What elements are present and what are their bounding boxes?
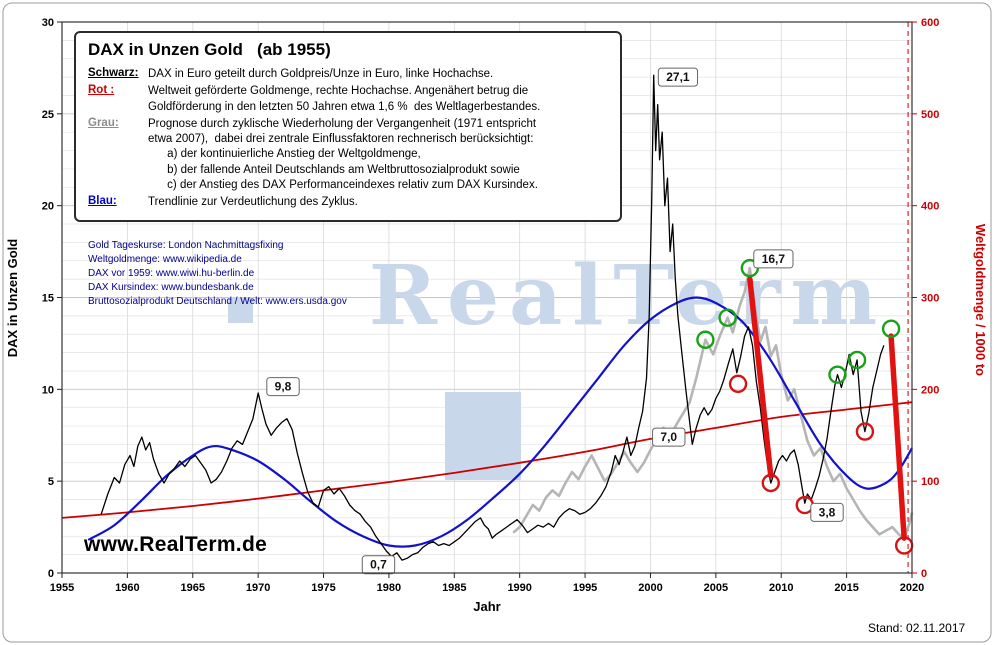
- y-right-tick-label: 200: [921, 384, 939, 396]
- annotation-box: [652, 427, 686, 447]
- x-tick-label: 1955: [50, 582, 74, 594]
- website-label: www.RealTerm.de: [84, 533, 268, 556]
- legend-box: DAX in Unzen Gold (ab 1955) Schwarz: DAX …: [74, 31, 622, 222]
- watermark-text: RealTerm: [369, 248, 887, 344]
- annotation-label: 3,8: [819, 505, 836, 519]
- y-right-tick-label: 400: [921, 201, 939, 213]
- annotation-label: 7,0: [660, 430, 677, 444]
- source-notes: Gold Tageskurse: London Nachmittagsfixin…: [88, 239, 347, 309]
- crash-line: [747, 276, 774, 479]
- source-note: DAX vor 1959: www.wiwi.hu-berlin.de: [88, 268, 255, 279]
- legend-entry-text: Trendlinie zur Verdeutlichung des Zyklus…: [148, 196, 358, 209]
- x-tick-label: 1985: [442, 582, 466, 594]
- x-tick-label: 1960: [115, 582, 139, 594]
- y-right-axis-title: Weltgoldmenge / 1000 to: [973, 224, 988, 376]
- x-tick-label: 2005: [704, 582, 728, 594]
- red-marker-circle: [855, 422, 875, 441]
- y-right-tick-label: 100: [921, 476, 939, 488]
- y-left-tick-label: 20: [42, 201, 54, 213]
- legend-entry: Grau: Prognose durch zyklische Wiederholu…: [88, 117, 610, 193]
- annotation-label: 27,1: [666, 70, 690, 84]
- x-tick-label: 1980: [377, 582, 401, 594]
- annotation-label: 9,8: [275, 380, 292, 394]
- y-left-tick-label: 10: [42, 384, 54, 396]
- green-marker-circle: [696, 330, 715, 349]
- series-trend: [87, 296, 913, 548]
- x-tick-label: 1975: [311, 582, 335, 594]
- annotation-box: [810, 502, 844, 522]
- annotation-box: [266, 377, 300, 397]
- crash-line: [888, 333, 907, 541]
- chart-title: DAX in Unzen Gold (ab 1955): [88, 40, 331, 59]
- green-marker-circle: [828, 365, 847, 384]
- x-tick-label: 1995: [573, 582, 597, 594]
- x-tick-label: 2000: [638, 582, 662, 594]
- annotation-label: 0,7: [370, 558, 387, 572]
- y-left-tick-label: 30: [42, 17, 54, 29]
- y-right-tick-label: 600: [921, 17, 939, 29]
- green-marker-circle: [718, 308, 737, 327]
- annotation-box: [657, 67, 699, 87]
- legend-entry-text: DAX in Euro geteilt durch Goldpreis/Unze…: [148, 68, 494, 80]
- legend-entry-text: Weltweit geförderte Goldmenge, rechte Ho…: [148, 85, 541, 113]
- series-prognose: [512, 266, 914, 540]
- legend-entry-key: Grau:: [88, 116, 119, 129]
- x-tick-label: 1965: [181, 582, 205, 594]
- watermark-block: [445, 392, 521, 480]
- x-tick-label: 2015: [834, 582, 858, 594]
- y-right-tick-label: 0: [921, 568, 927, 580]
- green-marker-circle: [847, 350, 867, 370]
- legend-entry: Rot : Weltweit geförderte Goldmenge, rech…: [88, 84, 610, 115]
- stand-label: Stand: 02.11.2017: [868, 621, 966, 635]
- legend-entry-key: Schwarz:: [88, 67, 139, 79]
- y-left-tick-label: 5: [48, 476, 54, 488]
- legend-entry-text: Prognose durch zyklische Wiederholung de…: [148, 117, 538, 191]
- red-marker-circle: [728, 374, 748, 394]
- x-tick-label: 2010: [769, 582, 793, 594]
- source-note: Gold Tageskurse: London Nachmittagsfixin…: [88, 240, 284, 251]
- legend-entry-key: Rot :: [88, 84, 115, 97]
- y-right-tick-label: 500: [921, 109, 939, 121]
- annotation-label: 16,7: [762, 252, 786, 266]
- source-note: Bruttosozialprodukt Deutschland / Welt: …: [88, 296, 347, 307]
- legend-entry-key: Blau:: [88, 195, 117, 208]
- series-goldmenge: [61, 401, 913, 519]
- red-marker-circle: [761, 473, 780, 493]
- legend-entries: Schwarz: DAX in Euro geteilt durch Goldpr…: [88, 67, 610, 211]
- y-left-axis-title: DAX in Unzen Gold: [5, 239, 20, 358]
- x-axis-title: Jahr: [473, 599, 500, 614]
- y-left-tick-label: 0: [48, 568, 54, 580]
- legend-entry: Blau: Trendlinie zur Verdeutlichung des Z…: [88, 195, 610, 210]
- x-tick-label: 1990: [507, 582, 531, 594]
- source-note: Weltgoldmenge: www.wikipedia.de: [88, 254, 242, 265]
- annotation-box: [361, 555, 396, 575]
- y-left-tick-label: 25: [42, 109, 54, 121]
- x-tick-label: 1970: [246, 582, 270, 594]
- watermark-block: [228, 297, 253, 323]
- source-note: DAX Kursindex: www.bundesbank.de: [88, 282, 254, 293]
- annotation-box: [753, 249, 794, 269]
- x-tick-label: 2020: [900, 582, 924, 594]
- green-marker-circle: [881, 319, 901, 338]
- y-right-tick-label: 300: [921, 293, 939, 305]
- y-left-tick-label: 15: [42, 293, 54, 305]
- legend-entry: Schwarz: DAX in Euro geteilt durch Goldpr…: [88, 67, 610, 82]
